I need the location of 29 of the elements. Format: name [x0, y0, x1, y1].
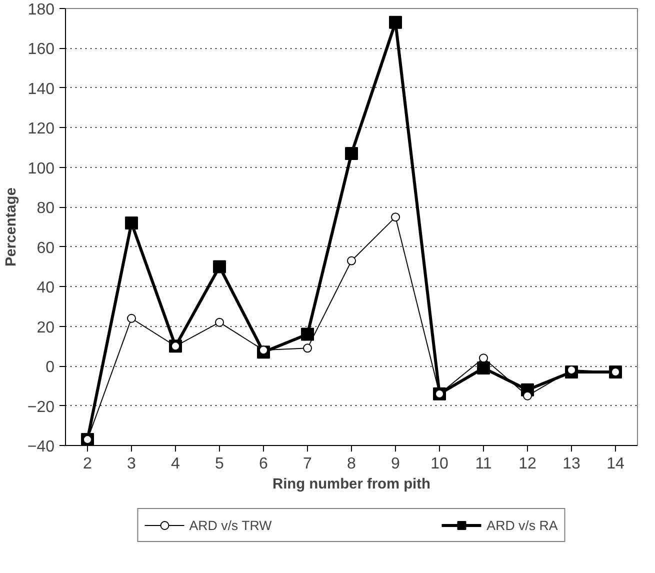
y-tick-label: 60 — [36, 240, 55, 257]
y-tick-label: 180 — [28, 2, 55, 18]
x-tick-label: 10 — [430, 456, 448, 472]
legend-label: ARD v/s TRW — [189, 518, 272, 532]
x-tick-label: 13 — [562, 456, 580, 472]
y-tick-label: 0 — [46, 359, 55, 376]
x-tick-label: 3 — [127, 456, 136, 472]
y-axis-title: Percentage — [3, 187, 20, 267]
x-tick-label: 4 — [171, 456, 180, 472]
x-tick-label: 11 — [475, 456, 492, 472]
y-tick-label: 100 — [28, 160, 55, 178]
y-tick-label: −20 — [27, 398, 55, 416]
y-tick-label: 140 — [28, 80, 55, 98]
x-tick-label: 8 — [347, 456, 356, 472]
x-tick-label: 2 — [83, 456, 92, 472]
y-tick-label: 120 — [28, 120, 55, 138]
y-tick-label: 80 — [36, 200, 55, 218]
x-tick-label: 6 — [259, 456, 268, 472]
y-tick-label: 40 — [36, 280, 55, 297]
x-tick-label: 9 — [391, 456, 400, 472]
x-tick-label: 5 — [215, 456, 224, 472]
y-tick-label: 20 — [36, 319, 55, 336]
y-tick-label: −40 — [27, 438, 55, 456]
y-tick-label: 160 — [28, 41, 55, 58]
x-axis-title: Ring number from pith — [272, 476, 431, 492]
legend-label: ARD v/s RA — [486, 518, 558, 532]
x-tick-label: 12 — [518, 456, 536, 472]
x-tick-label: 14 — [606, 456, 624, 472]
x-tick-label: 7 — [303, 456, 312, 472]
